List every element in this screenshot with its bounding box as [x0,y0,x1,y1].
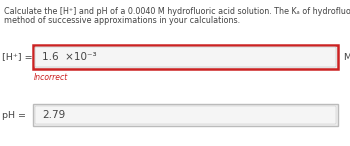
Text: [H⁺] =: [H⁺] = [2,53,33,61]
Text: 1.6  ×10⁻³: 1.6 ×10⁻³ [42,52,97,62]
Text: Incorrect: Incorrect [34,73,68,82]
Text: 2.79: 2.79 [42,110,65,120]
Text: M: M [343,53,350,61]
Text: pH =: pH = [2,111,26,119]
Text: method of successive approximations in your calculations.: method of successive approximations in y… [4,16,240,25]
Text: Calculate the [H⁺] and pH of a 0.0040 M hydrofluoric acid solution. The Kₐ of hy: Calculate the [H⁺] and pH of a 0.0040 M … [4,7,350,16]
FancyBboxPatch shape [35,106,336,124]
FancyBboxPatch shape [33,104,338,126]
FancyBboxPatch shape [35,47,336,67]
FancyBboxPatch shape [33,45,338,69]
